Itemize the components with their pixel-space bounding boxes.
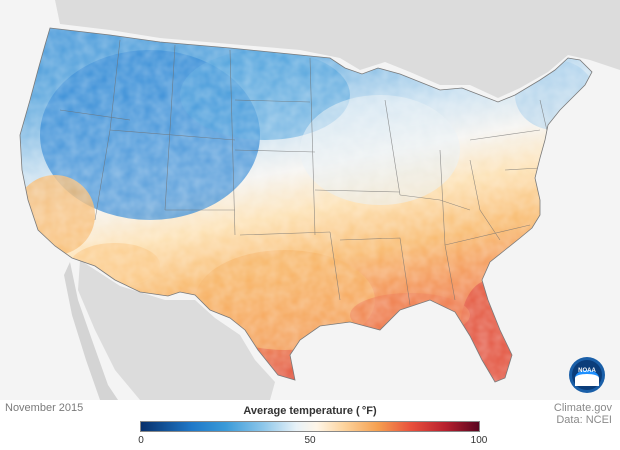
baja-peninsula bbox=[64, 262, 118, 400]
noaa-logo-text: NOAA bbox=[578, 368, 596, 374]
canada-land bbox=[55, 0, 620, 98]
legend-colorbar bbox=[140, 421, 480, 432]
legend-tick-min: 0 bbox=[138, 435, 144, 446]
legend-tick-mid: 50 bbox=[304, 435, 316, 446]
credit-source: Climate.gov bbox=[553, 402, 612, 414]
noaa-logo-gull bbox=[575, 370, 599, 386]
temperature-map bbox=[19, 0, 620, 400]
noaa-logo: NOAA bbox=[569, 357, 605, 393]
credit-block: Climate.gov Data: NCEI bbox=[554, 402, 612, 426]
state-borders bbox=[59, 39, 549, 306]
credit-data: Data: NCEI bbox=[556, 414, 612, 426]
mexico-land bbox=[78, 260, 275, 400]
legend-tick-max: 100 bbox=[470, 435, 488, 446]
legend-title: Average temperature ( °F) bbox=[243, 405, 377, 417]
date-label: November 2015 bbox=[5, 402, 84, 414]
